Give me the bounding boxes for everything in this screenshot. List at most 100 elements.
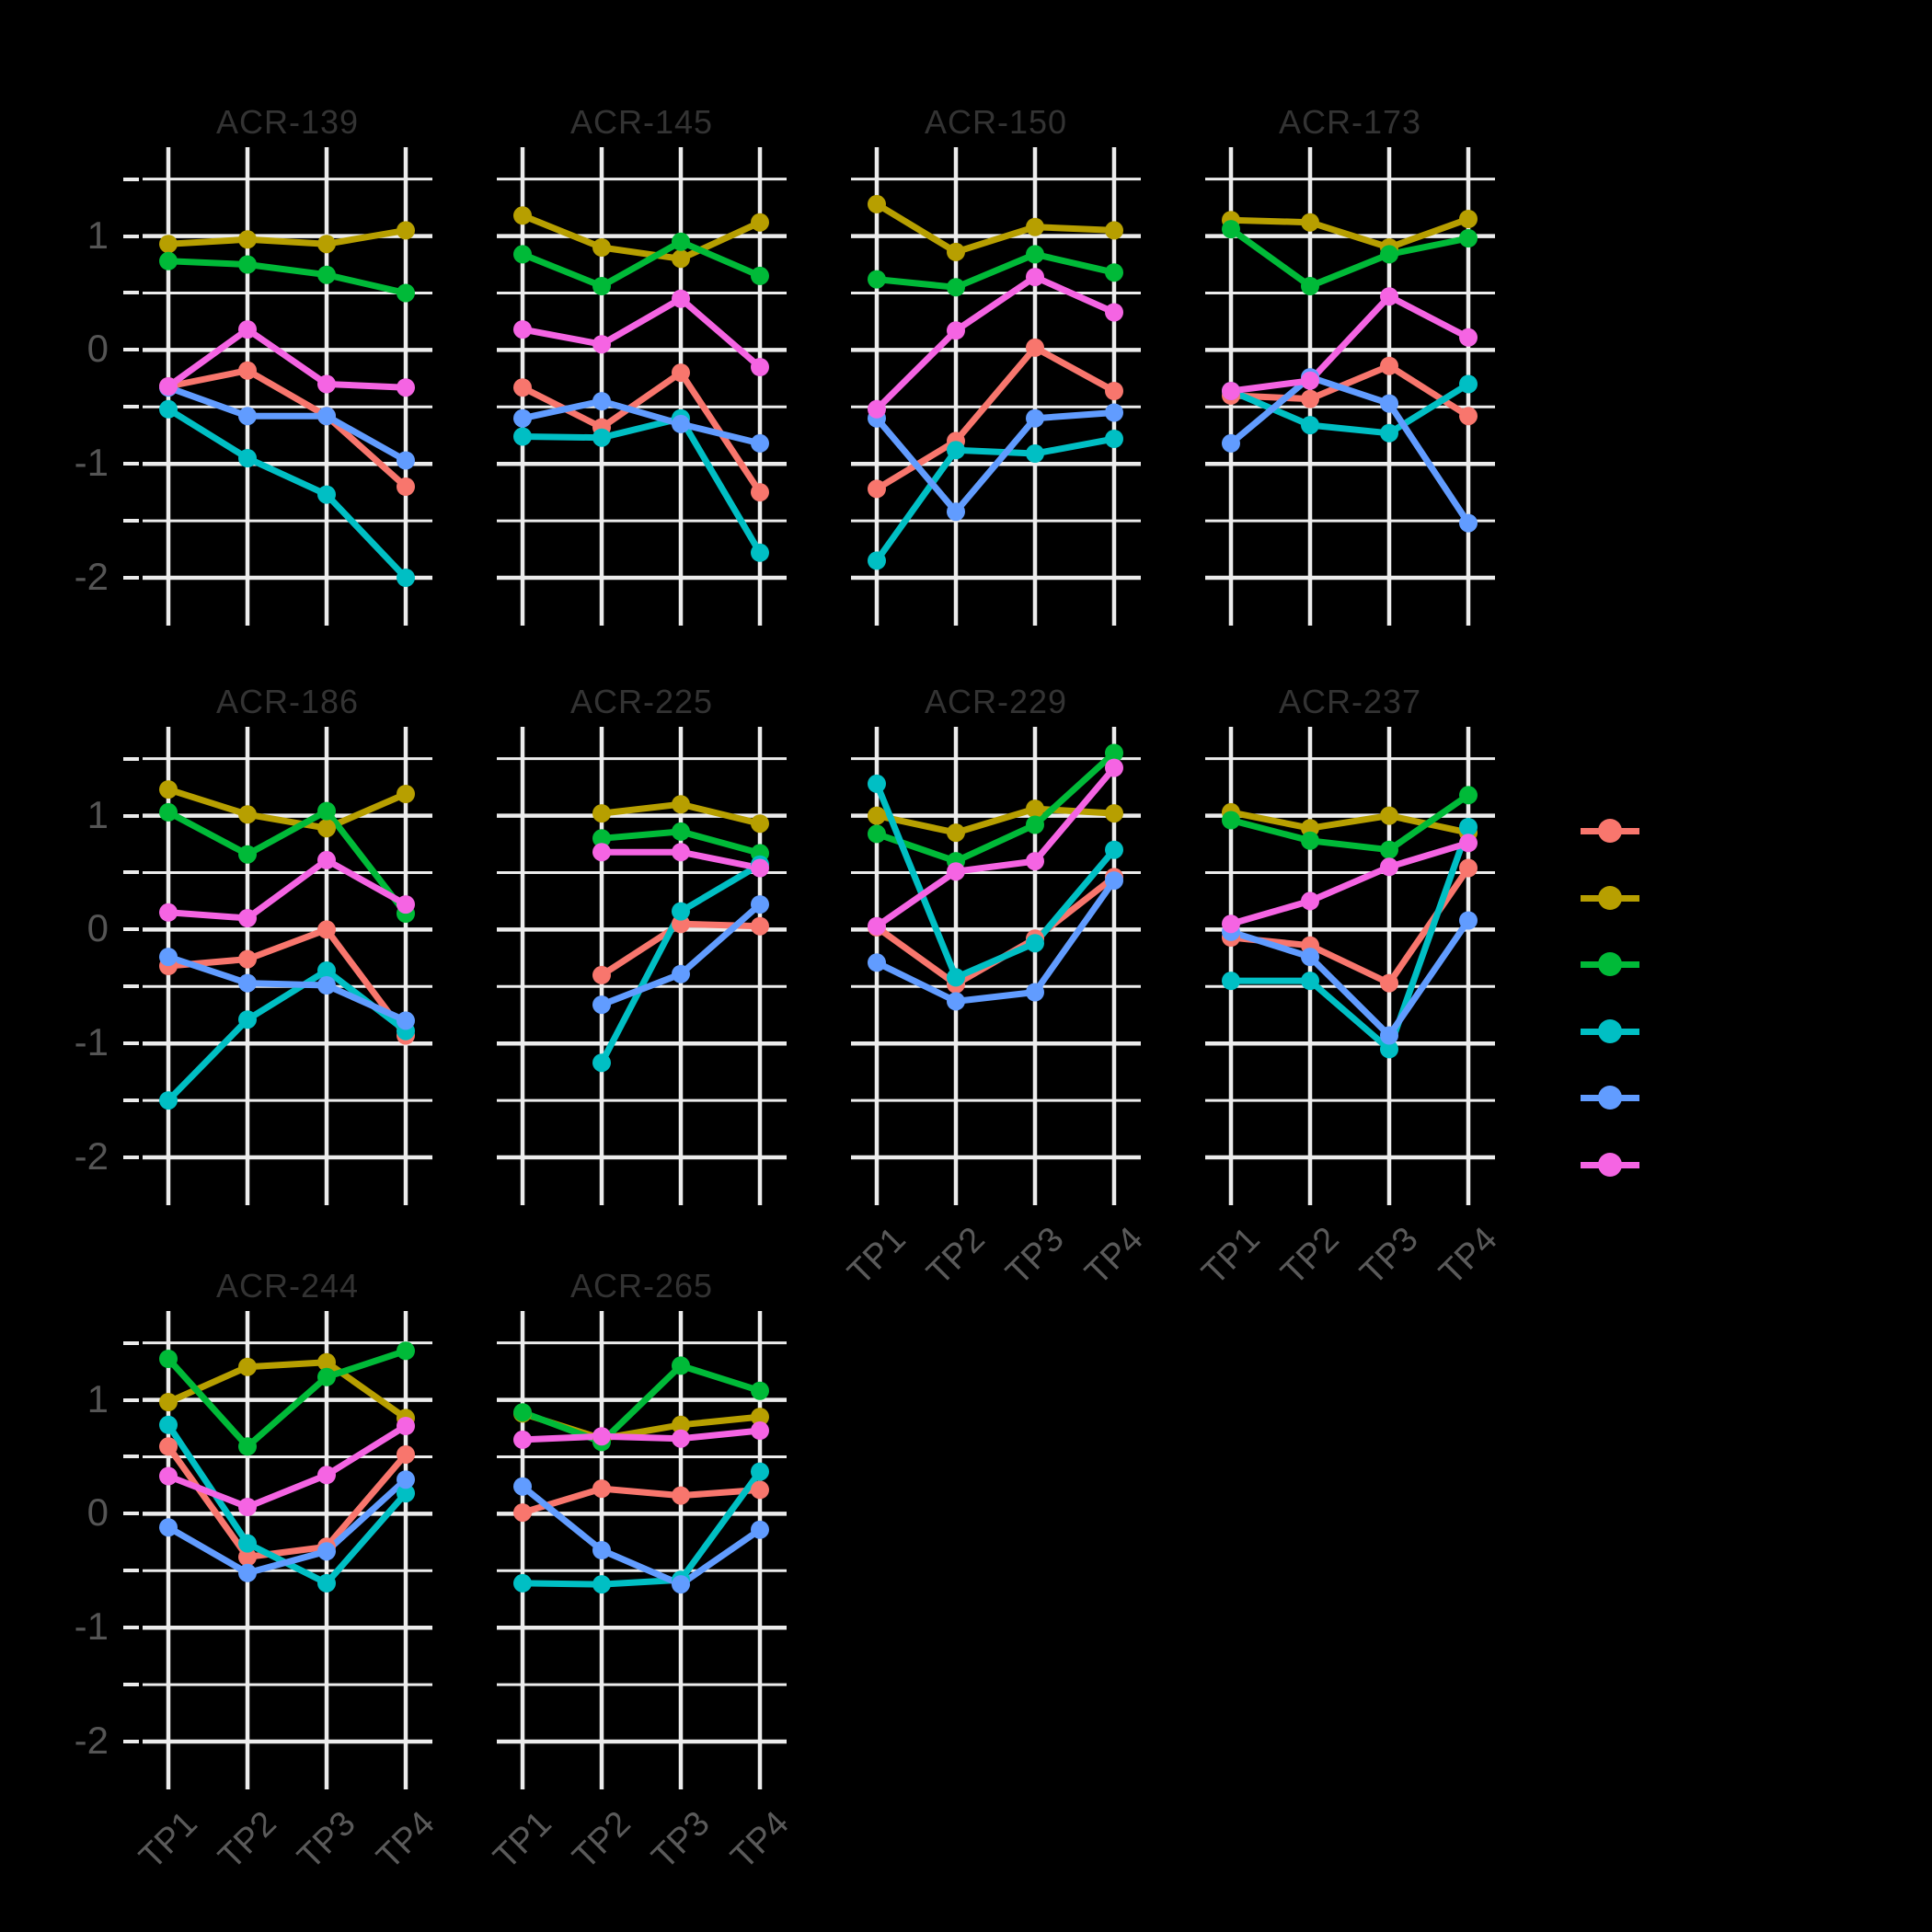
data-point-blue — [238, 973, 257, 993]
data-point-blue — [592, 995, 611, 1015]
data-point-salmon — [751, 916, 769, 936]
data-point-teal — [238, 449, 257, 467]
y-tick-mark — [123, 1683, 139, 1687]
data-point-teal — [317, 961, 336, 980]
data-point-green — [868, 824, 886, 844]
data-point-gold — [1026, 217, 1044, 236]
data-point-teal — [1380, 1040, 1398, 1059]
data-point-magenta — [947, 862, 965, 881]
legend-item-teal — [1581, 1018, 1639, 1044]
data-point-green — [751, 266, 769, 285]
data-point-salmon — [238, 361, 257, 380]
data-point-blue — [238, 1563, 257, 1582]
series-line-salmon — [165, 926, 409, 1039]
data-point-blue — [1105, 403, 1123, 422]
data-point-gold — [947, 242, 965, 261]
data-point-magenta — [317, 850, 336, 869]
data-point-magenta — [1026, 268, 1044, 287]
data-point-salmon — [592, 965, 611, 984]
series-line-blue — [165, 384, 409, 464]
series-line-magenta — [873, 273, 1118, 413]
data-point-green — [751, 1381, 769, 1400]
data-point-green — [1301, 277, 1319, 295]
data-point-blue — [868, 953, 886, 972]
data-point-blue — [1380, 1026, 1398, 1045]
data-point-gold — [317, 819, 336, 838]
series-line-blue — [519, 1483, 764, 1588]
data-point-green — [317, 1367, 336, 1386]
data-point-magenta — [1459, 328, 1478, 347]
data-point-blue — [672, 964, 690, 983]
y-tick-mark — [123, 1455, 139, 1459]
y-tick-mark — [123, 1740, 139, 1743]
data-point-salmon — [1026, 338, 1044, 357]
series-line-teal — [519, 1468, 764, 1588]
data-point-green — [513, 1403, 532, 1422]
data-point-magenta — [397, 1417, 415, 1435]
y-tick-label: -1 — [74, 1604, 109, 1649]
x-tick-label: TP4 — [369, 1804, 443, 1877]
series-line-gold — [165, 226, 409, 247]
data-point-gold — [592, 804, 611, 823]
data-point-teal — [1459, 818, 1478, 836]
data-point-teal — [592, 1053, 611, 1073]
data-point-teal — [868, 774, 886, 793]
data-point-green — [1222, 220, 1240, 239]
y-tick-label: -2 — [74, 555, 109, 598]
series-line-salmon — [165, 367, 409, 490]
data-point-green — [592, 277, 611, 295]
data-point-green — [1026, 245, 1044, 264]
facet-panel — [851, 147, 1141, 626]
series-line-green — [873, 250, 1118, 291]
data-point-magenta — [238, 1498, 257, 1516]
data-point-magenta — [592, 335, 611, 354]
data-point-gold — [397, 221, 415, 240]
facet-title: ACR-150 — [924, 103, 1068, 141]
facet-title: ACR-237 — [1278, 683, 1422, 720]
data-point-magenta — [317, 374, 336, 394]
series-line-blue — [873, 409, 1118, 515]
y-tick-mark — [123, 348, 139, 352]
data-point-teal — [1301, 416, 1319, 435]
data-point-teal — [159, 399, 178, 419]
data-point-salmon — [317, 920, 336, 939]
data-point-gold — [947, 823, 965, 843]
series-line-green — [1227, 791, 1472, 854]
data-point-green — [1105, 263, 1123, 282]
y-tick-mark — [123, 1626, 139, 1630]
data-point-teal — [868, 551, 886, 570]
series-line-blue — [519, 397, 764, 447]
data-point-teal — [159, 1091, 178, 1110]
data-point-salmon — [513, 378, 532, 397]
data-point-blue — [1105, 871, 1123, 891]
legend-dot-swatch — [1598, 1018, 1622, 1043]
data-point-salmon — [1380, 356, 1398, 375]
data-point-green — [1459, 229, 1478, 247]
series-line-teal — [1227, 823, 1472, 1052]
y-tick-mark — [123, 1340, 139, 1345]
data-point-salmon — [238, 1547, 257, 1567]
data-point-teal — [1222, 972, 1240, 991]
y-tick-mark — [123, 927, 139, 932]
series-line-magenta — [165, 857, 409, 922]
data-point-gold — [1459, 210, 1478, 228]
series-line-salmon — [165, 1443, 409, 1560]
data-point-green — [1301, 831, 1319, 850]
series-line-green — [1227, 225, 1472, 290]
data-point-gold — [397, 785, 415, 803]
facet-title: ACR-225 — [569, 683, 714, 720]
x-tick-label: TP3 — [644, 1804, 718, 1877]
legend-item-salmon — [1581, 818, 1639, 844]
facet-panel — [1205, 147, 1495, 626]
data-point-salmon — [1301, 389, 1319, 408]
data-point-teal — [592, 428, 611, 447]
facet-panel — [143, 727, 432, 1205]
data-point-blue — [751, 433, 769, 453]
data-point-teal — [751, 1462, 769, 1481]
data-point-gold — [238, 230, 257, 249]
data-point-blue — [1301, 948, 1319, 967]
y-tick-mark — [123, 291, 139, 295]
series-line-blue — [1227, 374, 1472, 527]
data-point-green — [672, 232, 690, 251]
data-point-gold — [751, 213, 769, 232]
